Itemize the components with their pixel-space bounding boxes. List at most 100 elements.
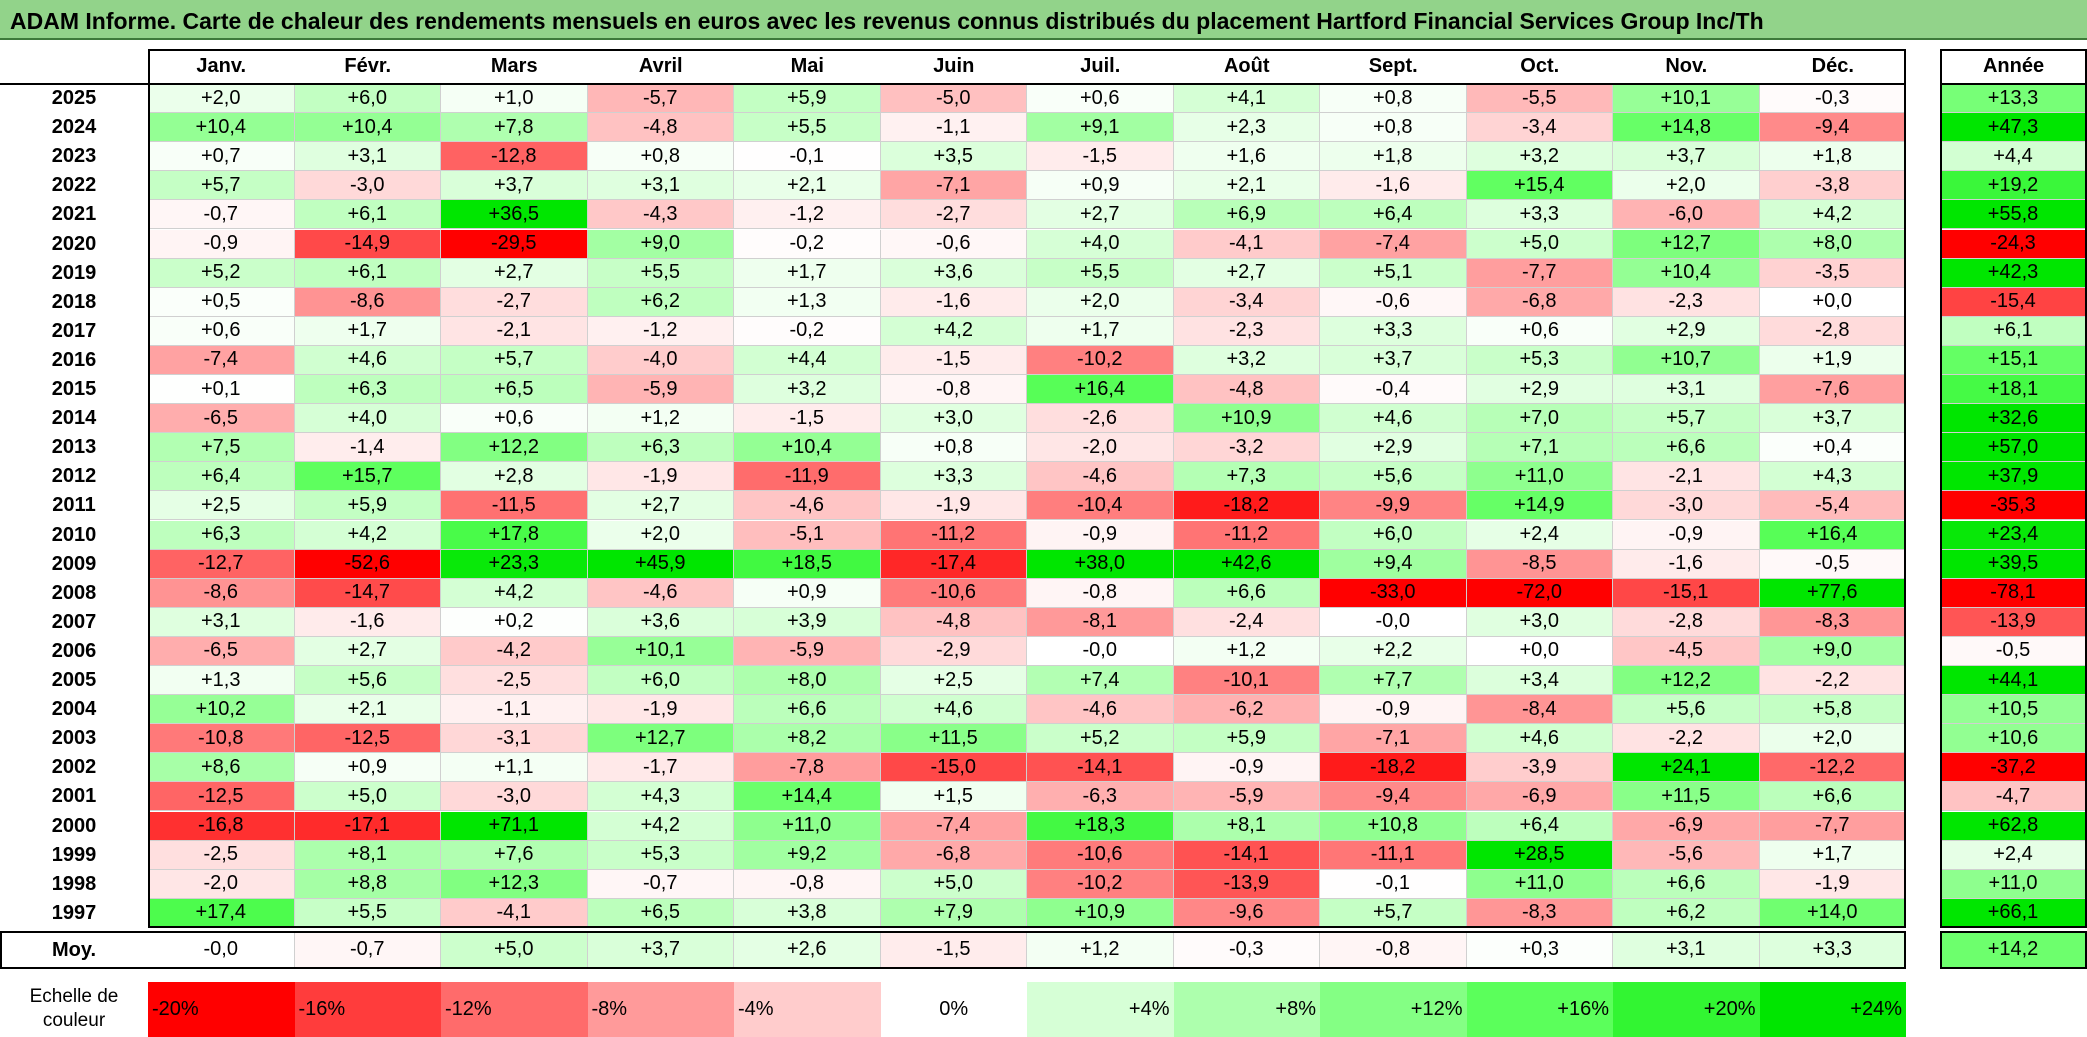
heatmap-cell: +10,1 [1613, 84, 1760, 114]
heatmap-cell: -14,1 [1173, 840, 1320, 870]
month-header: Avril [638, 54, 683, 77]
annual-cell: +66,1 [1940, 898, 2087, 928]
heatmap-cell: -5,5 [1466, 84, 1613, 114]
heatmap-cell: +6,6 [1173, 578, 1320, 608]
heatmap-cell: +6,3 [294, 375, 441, 405]
average-cell: +0,3 [1466, 931, 1613, 969]
heatmap-cell: +17,8 [441, 520, 588, 550]
annual-cell: +62,8 [1940, 811, 2087, 841]
heatmap-cell: -1,1 [441, 695, 588, 725]
heatmap-cell: +17,4 [148, 898, 295, 928]
heatmap-cell: +8,1 [294, 840, 441, 870]
heatmap-cell: +2,1 [1173, 171, 1320, 201]
annual-cell: -13,9 [1940, 607, 2087, 637]
heatmap-cell: +4,4 [734, 345, 881, 375]
heatmap-cell: -5,9 [1173, 782, 1320, 812]
heatmap-cell: -2,1 [441, 316, 588, 346]
heatmap-cell: -7,8 [734, 753, 881, 783]
month-header: Févr. [344, 54, 392, 77]
heatmap-cell: +14,9 [1466, 491, 1613, 521]
heatmap-cell: +6,9 [1173, 200, 1320, 230]
heatmap-cell: -6,3 [1027, 782, 1174, 812]
color-scale-swatch: -8% [587, 982, 734, 1037]
heatmap-cell: +5,5 [734, 113, 881, 143]
heatmap-cell: +12,7 [587, 724, 734, 754]
heatmap-cell: +2,7 [587, 491, 734, 521]
heatmap-cell: -4,2 [441, 636, 588, 666]
heatmap-cell: +23,3 [441, 549, 588, 579]
annual-cell: -15,4 [1940, 287, 2087, 317]
heatmap-cell: -2,7 [441, 287, 588, 317]
heatmap-cell: +8,8 [294, 869, 441, 899]
year-label: 1998 [51, 872, 97, 895]
heatmap-cell: +2,5 [148, 491, 295, 521]
heatmap-cell: -8,5 [1466, 549, 1613, 579]
annual-header: Année [1982, 54, 2045, 77]
heatmap-cell: -0,2 [734, 229, 881, 259]
heatmap-cell: -4,6 [587, 578, 734, 608]
annual-cell: +10,6 [1940, 724, 2087, 754]
heatmap-cell: -3,9 [1466, 753, 1613, 783]
heatmap-cell: +6,2 [1613, 898, 1760, 928]
heatmap-cell: +4,6 [1320, 404, 1467, 434]
heatmap-cell: +0,9 [1027, 171, 1174, 201]
heatmap-cell: +0,1 [148, 375, 295, 405]
heatmap-cell: -6,9 [1466, 782, 1613, 812]
color-scale-swatch: 0% [880, 982, 1027, 1037]
heatmap-cell: -7,4 [148, 345, 295, 375]
heatmap-cell: +10,4 [148, 113, 295, 143]
heatmap-cell: +9,0 [587, 229, 734, 259]
average-cell: -0,3 [1173, 931, 1320, 969]
heatmap-cell: +14,8 [1613, 113, 1760, 143]
heatmap-cell: +3,6 [587, 607, 734, 637]
heatmap-cell: +2,3 [1173, 113, 1320, 143]
heatmap-cell: -1,6 [1320, 171, 1467, 201]
heatmap-cell: +6,4 [1320, 200, 1467, 230]
heatmap-cell: +2,7 [1173, 258, 1320, 288]
year-label: 2005 [51, 669, 97, 692]
heatmap-cell: -2,4 [1173, 607, 1320, 637]
year-label: 2014 [51, 407, 97, 430]
heatmap-cell: -0,6 [1320, 287, 1467, 317]
heatmap-cell: -6,5 [148, 636, 295, 666]
year-label: 2012 [51, 465, 97, 488]
heatmap-cell: -1,4 [294, 433, 441, 463]
heatmap-cell: +4,0 [1027, 229, 1174, 259]
heatmap-cell: +2,7 [441, 258, 588, 288]
color-scale-swatch: +20% [1613, 982, 1760, 1037]
heatmap-cell: +10,8 [1320, 811, 1467, 841]
heatmap-cell: -5,0 [880, 84, 1027, 114]
heatmap-cell: +8,6 [148, 753, 295, 783]
heatmap-cell: +0,6 [1466, 316, 1613, 346]
heatmap-cell: +11,5 [1613, 782, 1760, 812]
heatmap-cell: -4,8 [587, 113, 734, 143]
heatmap-cell: -1,9 [880, 491, 1027, 521]
heatmap-cell: +0,2 [441, 607, 588, 637]
heatmap-cell: +1,5 [880, 782, 1027, 812]
month-header: Juin [933, 54, 975, 77]
heatmap-cell: -29,5 [441, 229, 588, 259]
heatmap-cell: -12,7 [148, 549, 295, 579]
year-label: 2006 [51, 639, 97, 662]
heatmap-cell: -2,2 [1613, 724, 1760, 754]
heatmap-cell: +10,4 [1613, 258, 1760, 288]
heatmap-cell: +4,3 [1759, 462, 1906, 492]
average-cell: -0,8 [1320, 931, 1467, 969]
heatmap-cell: +6,5 [587, 898, 734, 928]
heatmap-cell: -10,1 [1173, 666, 1320, 696]
annual-cell: +2,4 [1940, 840, 2087, 870]
heatmap-cell: +5,7 [441, 345, 588, 375]
heatmap-cell: -7,1 [880, 171, 1027, 201]
heatmap-cell: +5,1 [1320, 258, 1467, 288]
heatmap-cell: +4,1 [1173, 84, 1320, 114]
heatmap-cell: +12,7 [1613, 229, 1760, 259]
heatmap-cell: +3,0 [880, 404, 1027, 434]
heatmap-cell: -1,6 [1613, 549, 1760, 579]
heatmap-cell: -0,9 [1173, 753, 1320, 783]
heatmap-cell: -7,7 [1759, 811, 1906, 841]
heatmap-cell: -4,6 [1027, 462, 1174, 492]
heatmap-cell: -2,8 [1613, 607, 1760, 637]
heatmap-cell: +4,3 [587, 782, 734, 812]
heatmap-cell: -0,4 [1320, 375, 1467, 405]
heatmap-cell: +12,2 [1613, 666, 1760, 696]
